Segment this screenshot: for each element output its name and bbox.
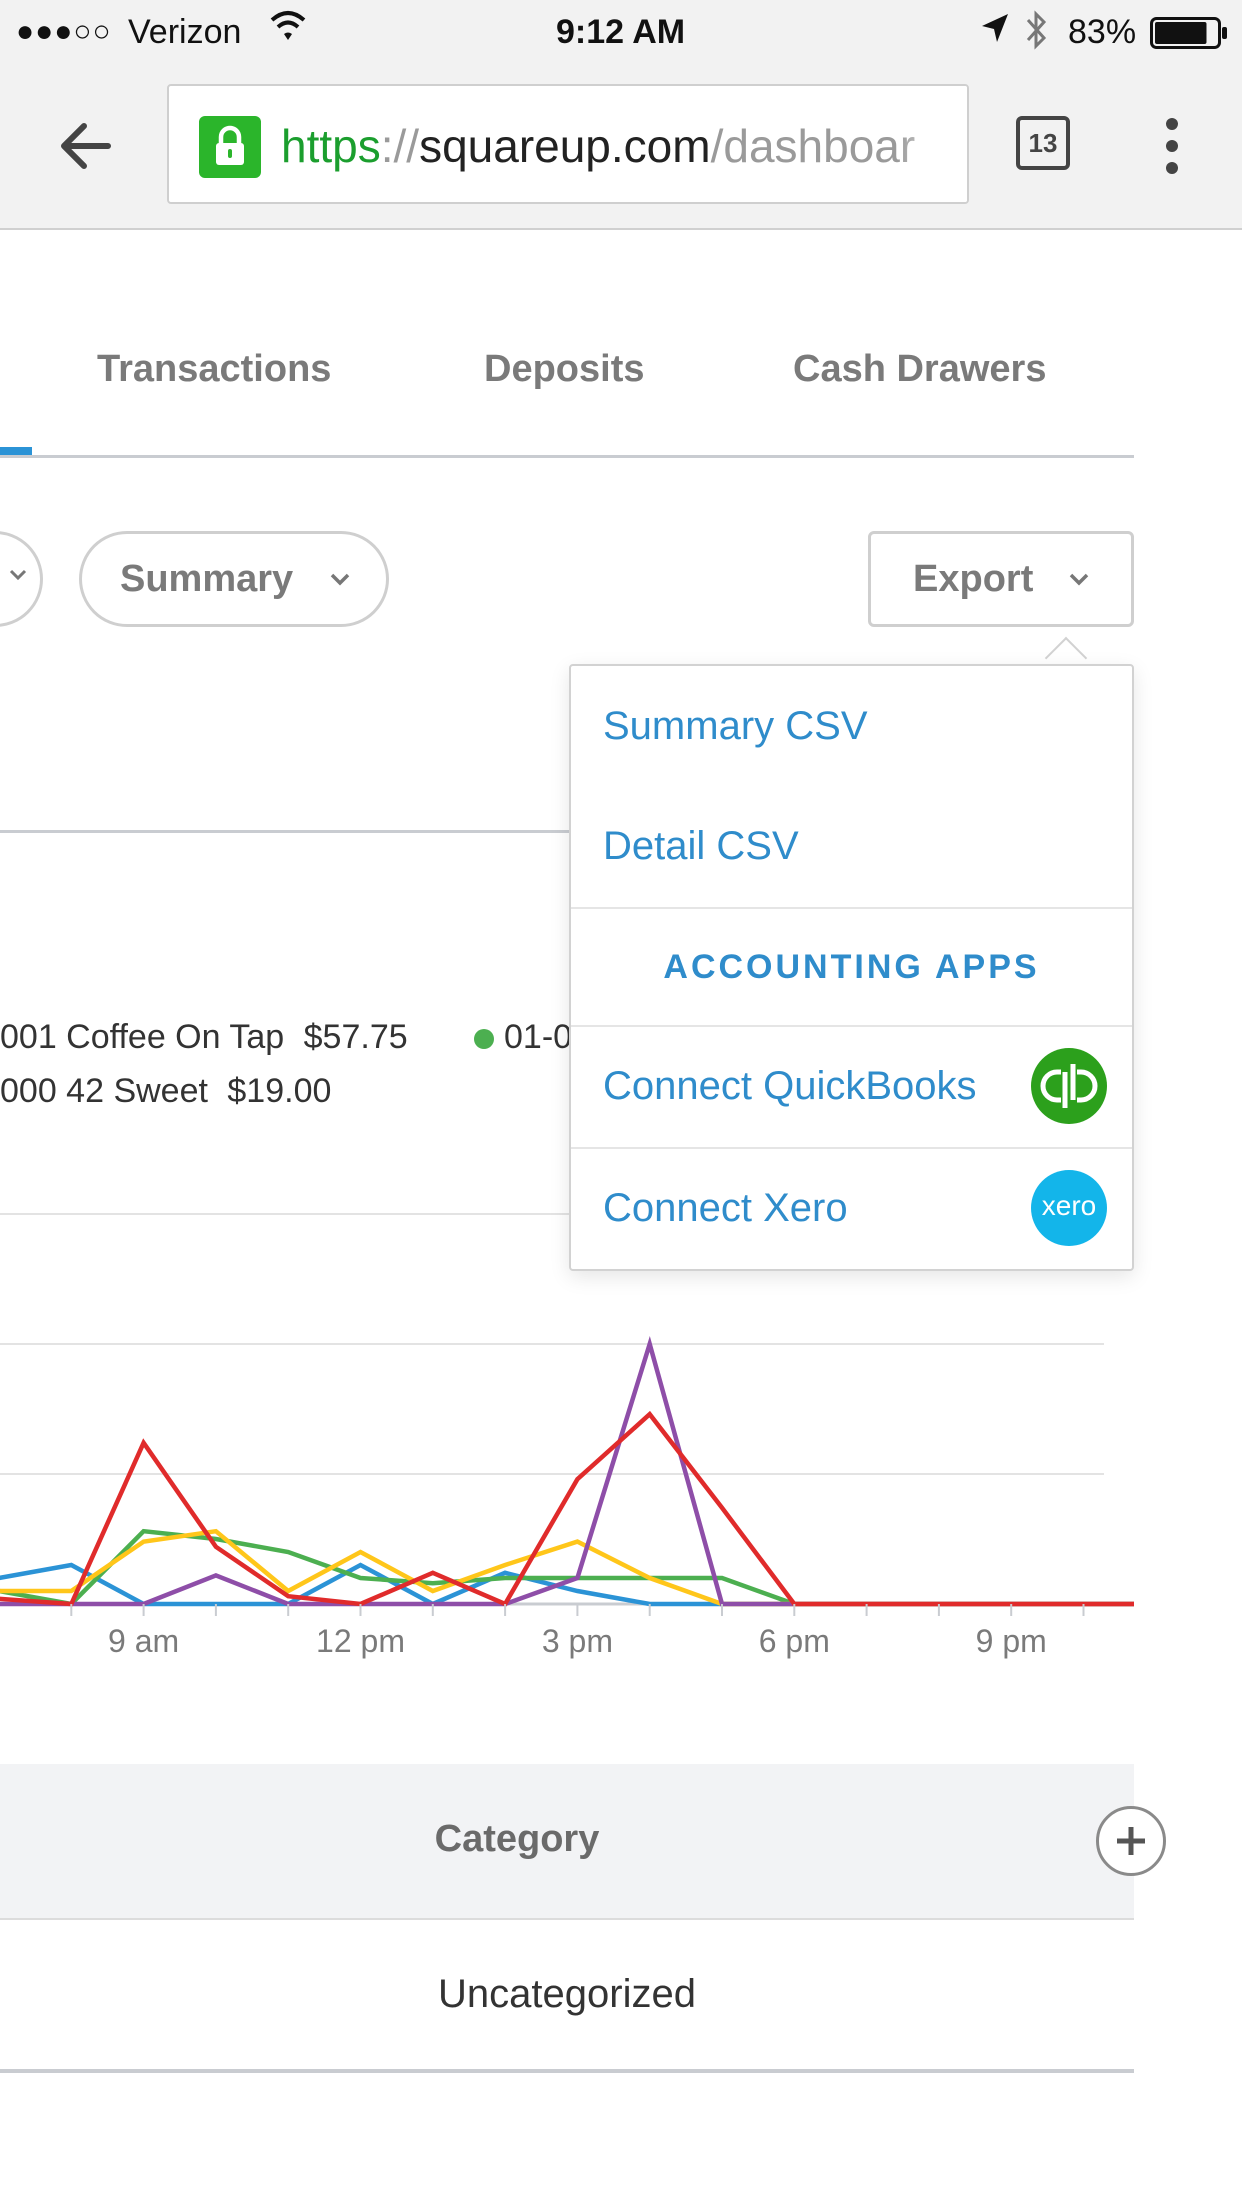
legend-entry-label: 001 Coffee On Tap	[0, 1018, 285, 1056]
url-host: squareup.com	[419, 120, 711, 172]
xero-logo-text: xero	[1041, 1190, 1097, 1221]
tab-switcher-button[interactable]: 13	[1016, 116, 1070, 170]
table-bottom-border	[0, 2069, 1134, 2073]
date-range-dropdown[interactable]	[0, 531, 43, 627]
chevron-down-icon	[8, 564, 28, 589]
summary-dropdown[interactable]: Summary	[79, 531, 389, 627]
legend-entry: 01-0	[474, 1018, 572, 1057]
menu-divider	[571, 1025, 1132, 1027]
chevron-down-icon	[1067, 570, 1091, 595]
plus-icon	[1117, 1827, 1145, 1855]
export-button[interactable]: Export	[868, 531, 1134, 627]
battery-icon	[1150, 16, 1228, 60]
legend-entry-label: 01-0	[504, 1018, 573, 1056]
chart-x-tick-label: 3 pm	[542, 1623, 613, 1659]
legend-entry-value: $57.75	[303, 1018, 408, 1056]
url-text: https://squareup.com/dashboar	[281, 118, 915, 174]
chart-x-tick-label: 12 pm	[316, 1623, 405, 1659]
legend-entry-value: $19.00	[227, 1072, 332, 1110]
tab-cash-drawers[interactable]: Cash Drawers	[793, 348, 1047, 390]
chart-x-tick-label: 6 pm	[759, 1623, 830, 1659]
category-table-header: Category	[0, 1764, 1134, 1920]
lock-icon	[199, 116, 261, 178]
clock: 9:12 AM	[556, 13, 686, 51]
menu-section-header: ACCOUNTING APPS	[663, 948, 1040, 986]
tab-transactions[interactable]: Transactions	[97, 348, 332, 390]
carrier-name: Verizon	[128, 13, 242, 51]
legend-dot	[474, 1029, 494, 1050]
url-separator: ://	[380, 120, 420, 172]
menu-divider	[571, 1147, 1132, 1149]
export-button-label: Export	[913, 558, 1034, 600]
legend-entry: 000 42 Sweet $19.00	[0, 1072, 331, 1111]
chart-x-tick-label: 9 am	[108, 1623, 179, 1659]
overflow-menu-icon[interactable]	[1152, 116, 1192, 176]
chart-x-tick-label: 9 pm	[976, 1623, 1047, 1659]
battery-percent: 83%	[1068, 13, 1137, 51]
category-row: Uncategorized	[438, 1972, 696, 2016]
legend-entry: 001 Coffee On Tap $57.75	[0, 1018, 408, 1057]
quickbooks-logo-icon	[1031, 1048, 1107, 1124]
active-tab-indicator	[0, 447, 32, 455]
menu-item-detail-csv[interactable]: Detail CSV	[603, 824, 799, 868]
tab-deposits[interactable]: Deposits	[484, 348, 645, 390]
menu-item-connect-xero[interactable]: Connect Xero	[603, 1186, 848, 1230]
menu-item-summary-csv[interactable]: Summary CSV	[603, 704, 868, 748]
wifi-icon	[268, 6, 308, 57]
tabs-divider	[0, 455, 1134, 458]
legend-entry-label: 000 42 Sweet	[0, 1072, 208, 1110]
category-column-header: Category	[434, 1818, 600, 1860]
section-divider	[0, 830, 569, 833]
chart-series-line-1	[0, 1562, 1134, 1607]
chart-series-line-5	[0, 1410, 1134, 1607]
sales-by-hour-chart: 9 am 12 pm 3 pm 6 pm 9 pm	[0, 1213, 1134, 1659]
add-column-button[interactable]	[1096, 1806, 1166, 1876]
menu-item-connect-quickbooks[interactable]: Connect QuickBooks	[603, 1064, 977, 1108]
menu-divider	[571, 907, 1132, 909]
summary-dropdown-label: Summary	[120, 558, 294, 600]
back-arrow-icon[interactable]	[54, 114, 118, 178]
chevron-down-icon	[328, 570, 352, 595]
browser-toolbar: https://squareup.com/dashboar 13	[0, 64, 1242, 230]
tab-count: 13	[1028, 128, 1058, 158]
location-arrow-icon	[980, 12, 1010, 57]
address-bar[interactable]: https://squareup.com/dashboar	[167, 84, 969, 204]
signal-strength: ●●●○○	[16, 15, 112, 48]
url-scheme: https	[281, 120, 381, 172]
bluetooth-icon	[1022, 10, 1050, 61]
xero-logo-icon: xero	[1031, 1170, 1107, 1246]
url-path: /dashboar	[710, 120, 916, 172]
export-menu: Summary CSV Detail CSV ACCOUNTING APPS C…	[569, 664, 1134, 1271]
status-bar: ●●●○○ Verizon 9:12 AM 83%	[0, 0, 1242, 64]
